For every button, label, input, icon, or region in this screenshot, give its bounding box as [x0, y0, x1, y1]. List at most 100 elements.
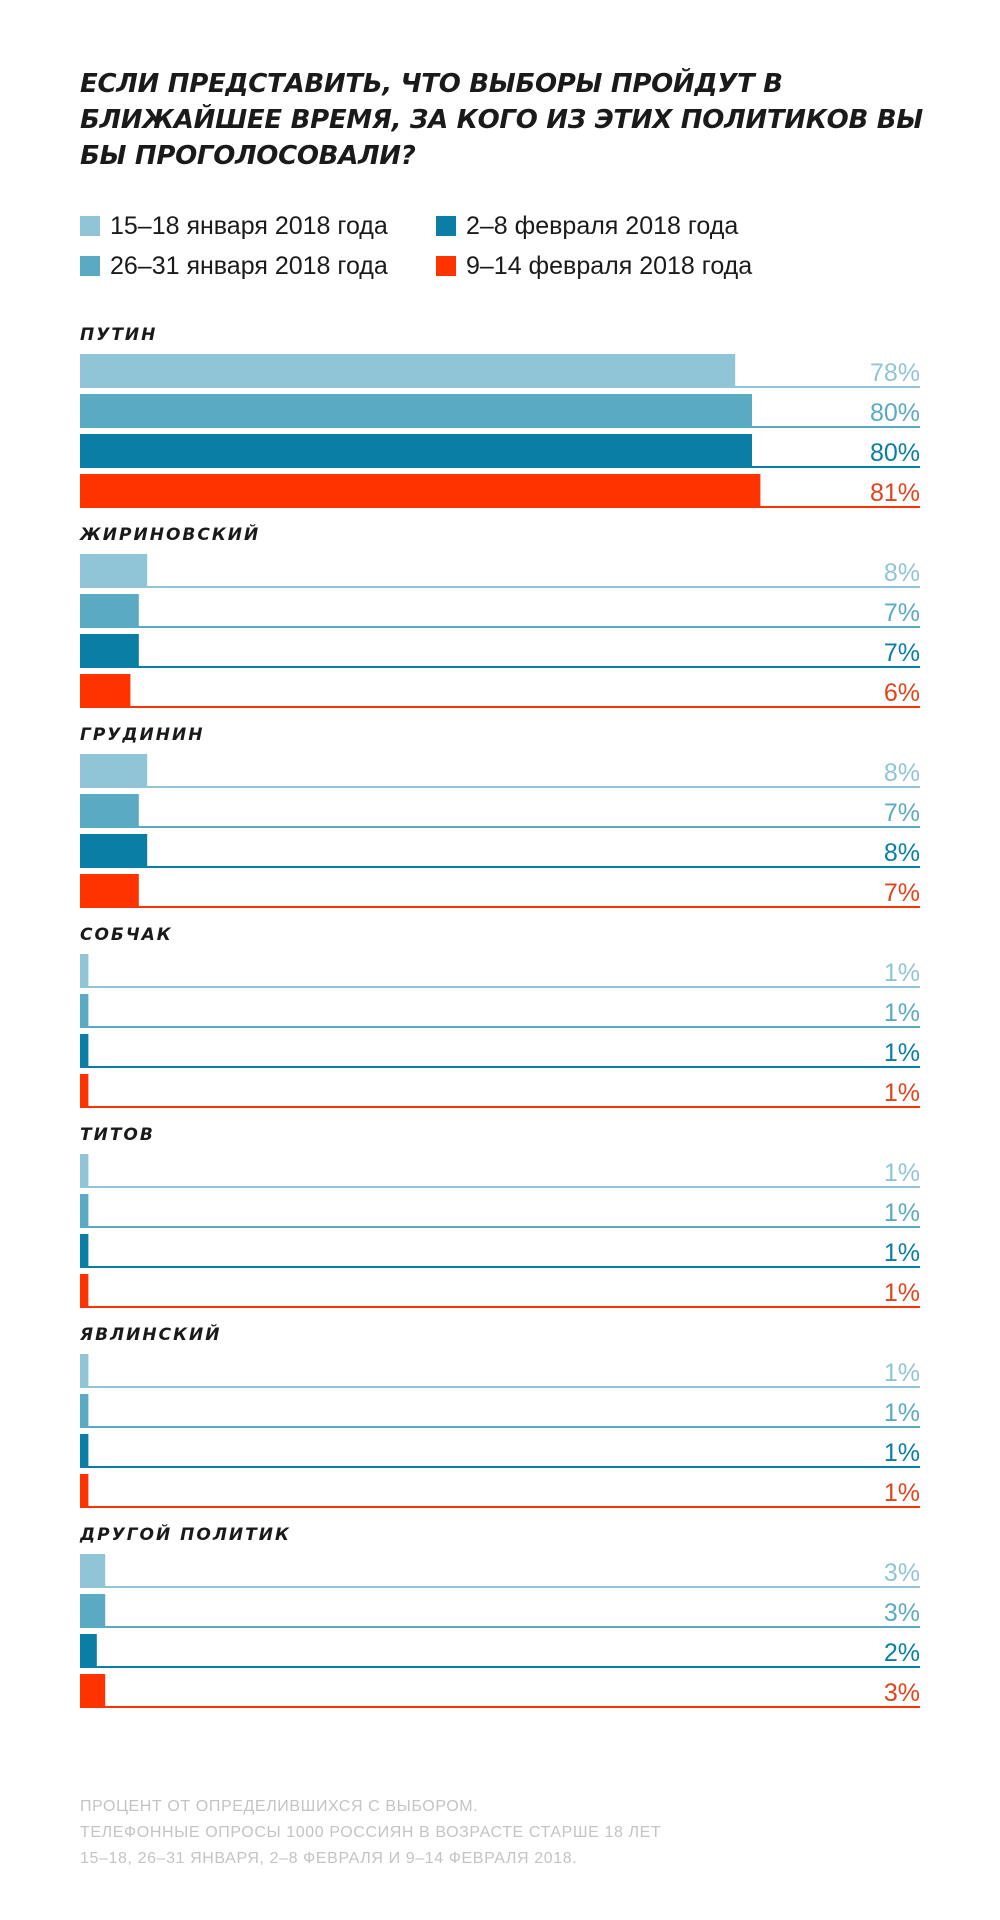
bar-baseline	[80, 586, 920, 588]
bar	[80, 634, 139, 668]
data-label: 1%	[884, 1279, 920, 1307]
category-label: ГРУДИНИН	[80, 725, 204, 745]
legend-label: 9–14 февраля 2018 года	[466, 252, 753, 280]
bar	[80, 594, 139, 628]
bar	[80, 1194, 89, 1228]
category-label: ТИТОВ	[80, 1125, 155, 1145]
data-label: 80%	[870, 399, 920, 427]
bar-baseline	[80, 1706, 920, 1708]
data-label: 78%	[870, 359, 920, 387]
category-label: ПУТИН	[80, 325, 157, 345]
bar-baseline	[80, 1386, 920, 1388]
bar	[80, 1154, 89, 1188]
bar	[80, 954, 89, 988]
bar	[80, 994, 89, 1028]
bar	[80, 674, 131, 708]
legend-swatch	[436, 256, 456, 276]
legend-item-feb-2-8: 2–8 февраля 2018 года	[436, 212, 738, 241]
bar	[80, 1434, 89, 1468]
footnote: ПРОЦЕНТ ОТ ОПРЕДЕЛИВШИХСЯ С ВЫБОРОМ. ТЕЛ…	[80, 1794, 940, 1872]
data-label: 1%	[884, 1079, 920, 1107]
bar-group: ГРУДИНИН 8% 7% 8% 7%	[80, 725, 920, 908]
data-label: 80%	[870, 439, 920, 467]
bar	[80, 434, 752, 468]
bar-baseline	[80, 1506, 920, 1508]
bar	[80, 1234, 89, 1268]
bar	[80, 554, 148, 588]
footnote-line: 15–18, 26–31 ЯНВАРЯ, 2–8 ФЕВРАЛЯ И 9–14 …	[80, 1850, 578, 1867]
bar	[80, 1594, 106, 1628]
bar-baseline	[80, 1666, 920, 1668]
bar-baseline	[80, 986, 920, 988]
bar-baseline	[80, 786, 920, 788]
footnote-line: ТЕЛЕФОННЫЕ ОПРОСЫ 1000 РОССИЯН В ВОЗРАСТ…	[80, 1824, 662, 1841]
legend-item-jan-26-31: 26–31 января 2018 года	[80, 252, 388, 281]
bar-baseline	[80, 666, 920, 668]
bar	[80, 834, 148, 868]
data-label: 1%	[884, 1159, 920, 1187]
bar	[80, 1674, 106, 1708]
data-label: 8%	[884, 559, 920, 587]
data-label: 3%	[884, 1679, 920, 1707]
bar-baseline	[80, 1026, 920, 1028]
bar-group: ЖИРИНОВСКИЙ 8% 7% 7% 6%	[79, 523, 920, 708]
legend-item-jan-15-18: 15–18 января 2018 года	[80, 212, 388, 241]
bar-baseline	[80, 1106, 920, 1108]
data-label: 2%	[884, 1639, 920, 1667]
bar-baseline	[80, 1186, 920, 1188]
bar-group: ПУТИН 78% 80% 80% 81%	[80, 325, 920, 508]
legend-label: 2–8 февраля 2018 года	[466, 212, 739, 240]
legend-label: 26–31 января 2018 года	[110, 252, 388, 280]
data-label: 1%	[884, 1439, 920, 1467]
bar	[80, 394, 752, 428]
bar-baseline	[80, 826, 920, 828]
bar-baseline	[80, 1226, 920, 1228]
data-label: 1%	[884, 1359, 920, 1387]
legend-swatch	[80, 256, 100, 276]
bar-group: ДРУГОЙ ПОЛИТИК 3% 3% 2% 3%	[79, 1523, 920, 1708]
data-label: 1%	[884, 1199, 920, 1227]
bar-baseline	[80, 1586, 920, 1588]
bar	[80, 1394, 89, 1428]
bar-baseline	[80, 1306, 920, 1308]
data-label: 7%	[884, 639, 920, 667]
category-label: ЖИРИНОВСКИЙ	[79, 523, 260, 545]
bar-baseline	[80, 906, 920, 908]
category-label: ЯВЛИНСКИЙ	[79, 1323, 221, 1345]
data-label: 81%	[870, 479, 920, 507]
data-label: 1%	[884, 959, 920, 987]
bar-baseline	[80, 1466, 920, 1468]
bar-baseline	[80, 866, 920, 868]
bar	[80, 1274, 89, 1308]
bar	[80, 474, 761, 508]
bar-group: ТИТОВ 1% 1% 1% 1%	[80, 1125, 920, 1308]
bar	[80, 1034, 89, 1068]
data-label: 1%	[884, 999, 920, 1027]
data-label: 1%	[884, 1479, 920, 1507]
bar-baseline	[80, 1626, 920, 1628]
legend-label: 15–18 января 2018 года	[110, 212, 388, 240]
chart-title: ЕСЛИ ПРЕДСТАВИТЬ, ЧТО ВЫБОРЫ ПРОЙДУТ В Б…	[80, 69, 923, 171]
bar	[80, 1554, 106, 1588]
category-label: СОБЧАК	[80, 925, 173, 945]
bar	[80, 1074, 89, 1108]
bar	[80, 1474, 89, 1508]
bar	[80, 354, 736, 388]
bar-baseline	[80, 626, 920, 628]
data-label: 7%	[884, 879, 920, 907]
bar-group: ЯВЛИНСКИЙ 1% 1% 1% 1%	[79, 1323, 920, 1508]
bar	[80, 874, 139, 908]
legend-swatch	[80, 216, 100, 236]
bar	[80, 794, 139, 828]
legend-item-feb-9-14: 9–14 февраля 2018 года	[436, 252, 752, 281]
bar-group: СОБЧАК 1% 1% 1% 1%	[80, 925, 920, 1108]
data-label: 8%	[884, 839, 920, 867]
data-label: 1%	[884, 1239, 920, 1267]
bar	[80, 1634, 97, 1668]
data-label: 8%	[884, 759, 920, 787]
bar	[80, 754, 148, 788]
data-label: 1%	[884, 1399, 920, 1427]
data-label: 6%	[884, 679, 920, 707]
category-label: ДРУГОЙ ПОЛИТИК	[79, 1523, 291, 1545]
